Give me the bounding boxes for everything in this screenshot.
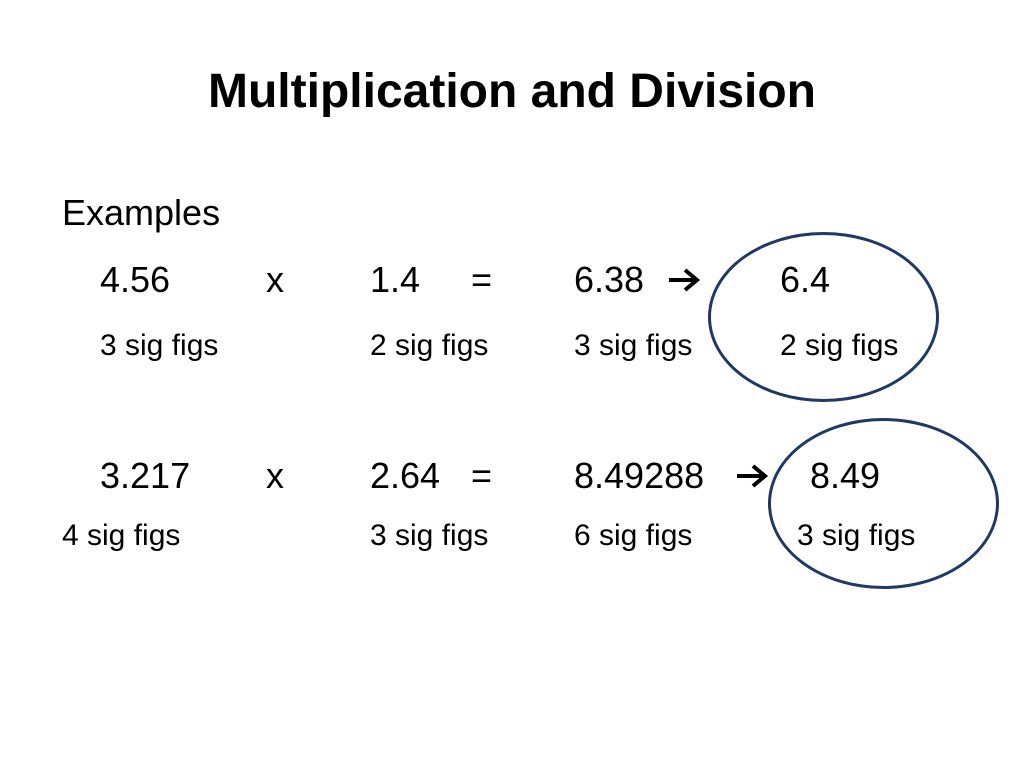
example2-factor-a-sigfigs: 4 sig figs [62,519,181,552]
example2-result-sigfigs: 6 sig figs [574,519,693,552]
right-arrow-icon [667,266,701,298]
example1-factor-b-sigfigs: 2 sig figs [370,329,489,362]
example2-equals-sign: = [471,455,493,496]
example1-highlight-circle [708,232,939,402]
example2-multiply-sign: x [266,455,284,496]
example2-factor-a: 3.217 [100,455,191,496]
example1-result: 6.38 [574,259,645,300]
slide-title: Multiplication and Division [207,65,816,118]
example2-result: 8.49288 [574,455,705,496]
example1-equals-sign: = [471,259,493,300]
example1-factor-a: 4.56 [100,259,171,300]
example1-factor-b: 1.4 [370,259,421,300]
examples-label: Examples [62,192,221,233]
example1-result-sigfigs: 3 sig figs [574,329,693,362]
example2-factor-b-sigfigs: 3 sig figs [370,519,489,552]
example1-factor-a-sigfigs: 3 sig figs [100,329,219,362]
example1-multiply-sign: x [266,259,284,300]
right-arrow-icon [735,462,769,494]
example2-highlight-circle [768,418,999,589]
example2-factor-b: 2.64 [370,455,441,496]
